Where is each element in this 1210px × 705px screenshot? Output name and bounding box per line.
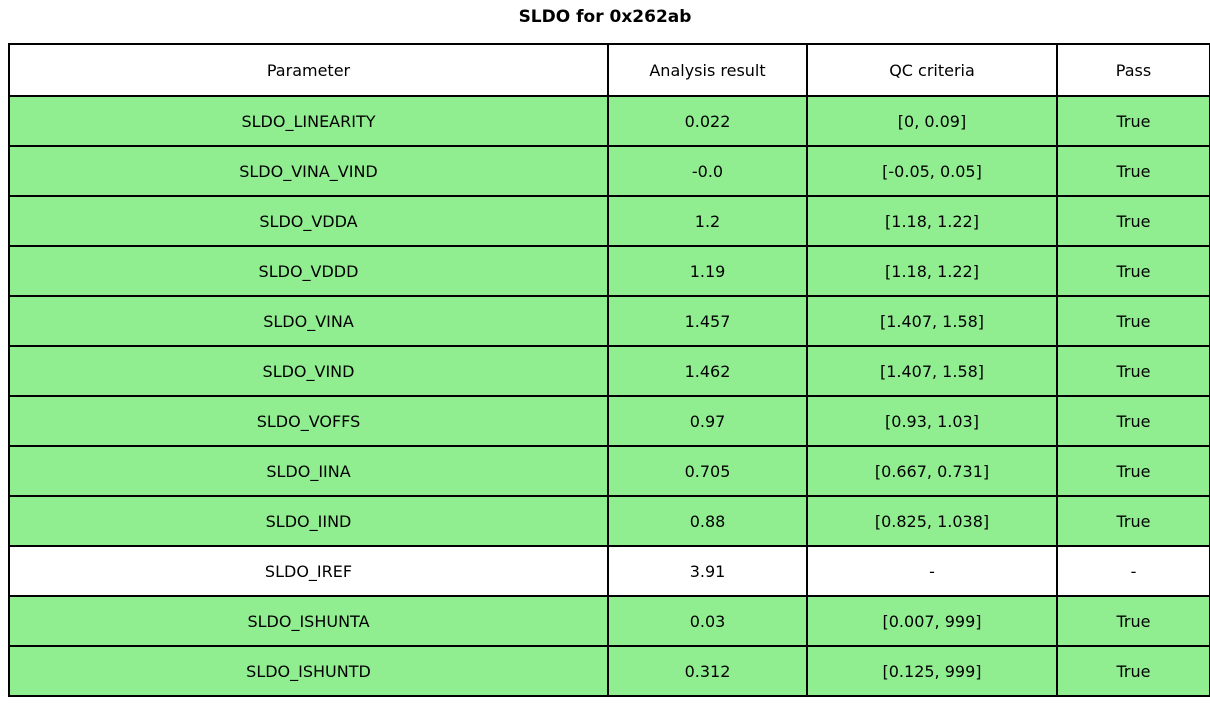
analysis-result-cell: 0.88 (607, 495, 808, 547)
qc-results-table: Parameter Analysis result QC criteria Pass … (8, 43, 1210, 697)
pass-cell: True (1056, 445, 1210, 497)
column-header-qc-criteria: QC criteria (806, 43, 1058, 97)
table-row: SLDO_VDDD 1.19 [1.18, 1.22] True (8, 245, 1210, 297)
parameter-cell: SLDO_IREF (8, 545, 609, 597)
pass-cell: True (1056, 145, 1210, 197)
table-row: SLDO_IINA 0.705 [0.667, 0.731] True (8, 445, 1210, 497)
qc-criteria-cell: [1.18, 1.22] (806, 245, 1058, 297)
pass-cell: True (1056, 295, 1210, 347)
table-row: SLDO_IIND 0.88 [0.825, 1.038] True (8, 495, 1210, 547)
parameter-cell: SLDO_ISHUNTA (8, 595, 609, 647)
qc-criteria-cell: [1.18, 1.22] (806, 195, 1058, 247)
parameter-cell: SLDO_VDDA (8, 195, 609, 247)
analysis-result-cell: 0.97 (607, 395, 808, 447)
analysis-result-cell: 0.705 (607, 445, 808, 497)
qc-criteria-cell: [-0.05, 0.05] (806, 145, 1058, 197)
qc-criteria-cell: [0.825, 1.038] (806, 495, 1058, 547)
qc-criteria-cell: [1.407, 1.58] (806, 345, 1058, 397)
qc-criteria-cell: [1.407, 1.58] (806, 295, 1058, 347)
header-row: Parameter Analysis result QC criteria Pass (8, 43, 1210, 97)
analysis-result-cell: 3.91 (607, 545, 808, 597)
table-body: SLDO_LINEARITY 0.022 [0, 0.09] True SLDO_VIN… (8, 95, 1210, 697)
analysis-result-cell: 0.022 (607, 95, 808, 147)
pass-cell: True (1056, 495, 1210, 547)
table-row: SLDO_VOFFS 0.97 [0.93, 1.03] True (8, 395, 1210, 447)
parameter-cell: SLDO_VINA (8, 295, 609, 347)
parameter-cell: SLDO_IIND (8, 495, 609, 547)
qc-criteria-cell: [0.007, 999] (806, 595, 1058, 647)
parameter-cell: SLDO_VOFFS (8, 395, 609, 447)
analysis-result-cell: 0.03 (607, 595, 808, 647)
analysis-result-cell: 1.457 (607, 295, 808, 347)
table-row: SLDO_VIND 1.462 [1.407, 1.58] True (8, 345, 1210, 397)
parameter-cell: SLDO_VINA_VIND (8, 145, 609, 197)
table-row: SLDO_ISHUNTD 0.312 [0.125, 999] True (8, 645, 1210, 697)
column-header-pass: Pass (1056, 43, 1210, 97)
analysis-result-cell: -0.0 (607, 145, 808, 197)
pass-cell: True (1056, 645, 1210, 697)
parameter-cell: SLDO_LINEARITY (8, 95, 609, 147)
pass-cell: True (1056, 95, 1210, 147)
table-row: SLDO_ISHUNTA 0.03 [0.007, 999] True (8, 595, 1210, 647)
pass-cell: True (1056, 595, 1210, 647)
table-row: SLDO_LINEARITY 0.022 [0, 0.09] True (8, 95, 1210, 147)
qc-criteria-cell: - (806, 545, 1058, 597)
table-row: SLDO_VINA_VIND -0.0 [-0.05, 0.05] True (8, 145, 1210, 197)
pass-cell: True (1056, 245, 1210, 297)
pass-cell: True (1056, 345, 1210, 397)
pass-cell: True (1056, 195, 1210, 247)
qc-criteria-cell: [0.125, 999] (806, 645, 1058, 697)
analysis-result-cell: 1.19 (607, 245, 808, 297)
analysis-result-cell: 1.462 (607, 345, 808, 397)
column-header-parameter: Parameter (8, 43, 609, 97)
analysis-result-cell: 0.312 (607, 645, 808, 697)
page-title: SLDO for 0x262ab (518, 7, 692, 27)
qc-criteria-cell: [0.667, 0.731] (806, 445, 1058, 497)
parameter-cell: SLDO_VIND (8, 345, 609, 397)
analysis-result-cell: 1.2 (607, 195, 808, 247)
pass-cell: True (1056, 395, 1210, 447)
parameter-cell: SLDO_ISHUNTD (8, 645, 609, 697)
parameter-cell: SLDO_VDDD (8, 245, 609, 297)
pass-cell: - (1056, 545, 1210, 597)
table-row: SLDO_VDDA 1.2 [1.18, 1.22] True (8, 195, 1210, 247)
qc-criteria-cell: [0.93, 1.03] (806, 395, 1058, 447)
qc-criteria-cell: [0, 0.09] (806, 95, 1058, 147)
parameter-cell: SLDO_IINA (8, 445, 609, 497)
table-row: SLDO_IREF 3.91- - (8, 545, 1210, 597)
table-row: SLDO_VINA 1.457 [1.407, 1.58] True (8, 295, 1210, 347)
table-header: Parameter Analysis result QC criteria Pass (8, 43, 1210, 97)
column-header-analysis-result: Analysis result (607, 43, 808, 97)
